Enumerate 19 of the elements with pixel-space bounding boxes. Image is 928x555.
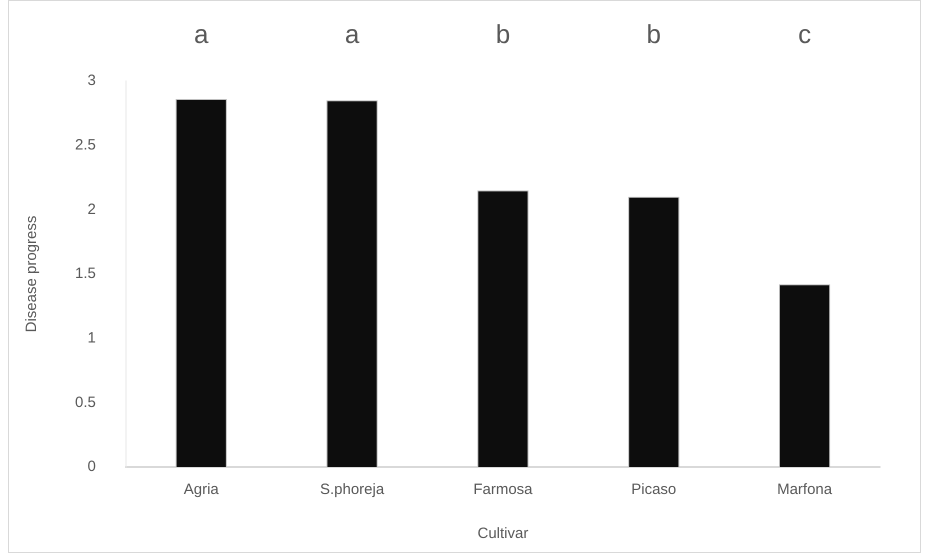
x-tick-label: Agria [184,481,220,498]
text: b [496,19,510,50]
y-tick-label: 2 [88,200,96,218]
y-axis-title: Disease progress [23,216,40,332]
y-tick-label: 1.5 [74,265,96,282]
text: a [344,19,360,50]
x-axis-title: Cultivar [477,525,528,542]
text: c [798,19,812,50]
y-tick-label: 0.5 [74,394,96,411]
text: a [194,19,210,50]
x-tick-label: Farmosa [473,481,534,498]
x-tick-label: Marfona [777,481,833,498]
y-tick-label: 1 [88,329,96,346]
x-tick-label: Picaso [631,481,676,498]
y-tick-label: 3 [88,72,96,90]
y-tick-label: 0 [88,458,96,476]
x-tick-label: S.phoreja [320,481,385,498]
y-tick-label: 2.5 [74,136,96,154]
text: b [646,19,661,50]
